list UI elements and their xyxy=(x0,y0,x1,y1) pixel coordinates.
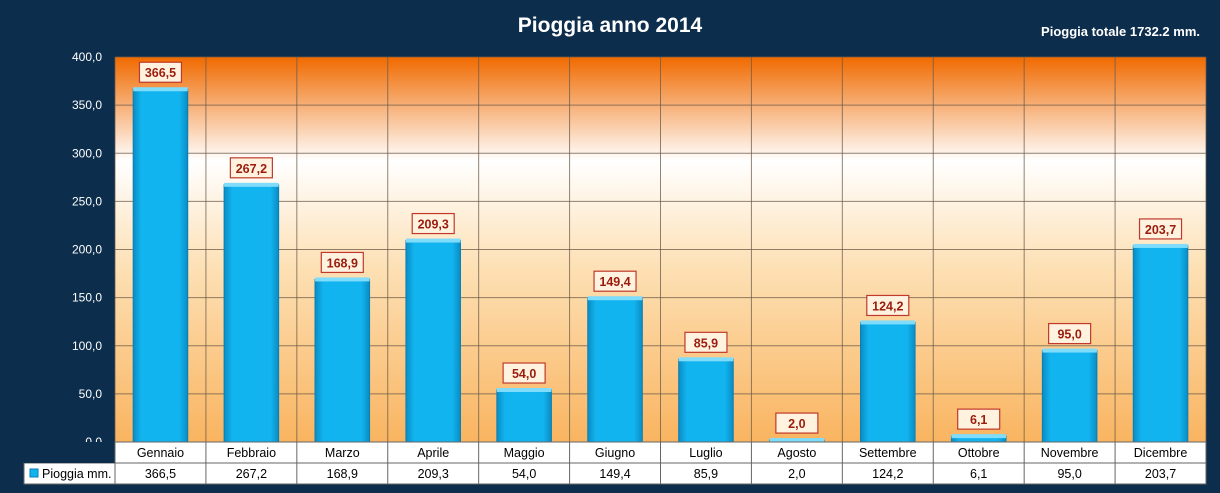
category-label: Agosto xyxy=(777,446,816,460)
table-value: 95,0 xyxy=(1057,467,1081,481)
table-value: 2,0 xyxy=(788,467,805,481)
chart-subtitle: Pioggia totale 1732.2 mm. xyxy=(1041,24,1200,39)
y-tick-label: 350,0 xyxy=(72,98,102,112)
data-label-box xyxy=(411,212,455,235)
category-label: Gennaio xyxy=(137,446,184,460)
bar-top-highlight xyxy=(315,277,370,282)
table-value: 366,5 xyxy=(145,467,176,481)
bar-top-highlight xyxy=(769,438,825,443)
category-label: Giugno xyxy=(595,446,635,460)
table-corner xyxy=(24,442,115,463)
table-value: 124,2 xyxy=(872,467,903,481)
data-label-box xyxy=(957,408,1001,430)
bar-top-highlight xyxy=(587,296,643,301)
bar-gennaio xyxy=(132,88,189,443)
data-label: 168,9 xyxy=(327,256,358,270)
legend-label: Pioggia mm. xyxy=(42,467,111,481)
bar-maggio xyxy=(496,389,552,443)
y-tick-label: 150,0 xyxy=(72,291,102,305)
data-label: 124,2 xyxy=(872,299,903,313)
data-label: 85,9 xyxy=(694,336,718,350)
bar-top-highlight xyxy=(496,388,552,393)
category-label: Febbraio xyxy=(227,446,276,460)
y-tick-label: 250,0 xyxy=(72,194,102,208)
data-label: 149,4 xyxy=(599,275,630,289)
table-value: 85,9 xyxy=(694,467,718,481)
bar-top-highlight xyxy=(951,434,1006,439)
category-label: Aprile xyxy=(417,446,449,460)
data-label-box xyxy=(1048,322,1092,345)
category-label: Novembre xyxy=(1041,446,1099,460)
bar-top-highlight xyxy=(133,87,188,92)
data-label-box xyxy=(138,61,183,83)
bar-top-highlight xyxy=(860,320,916,325)
bar-settembre xyxy=(860,321,916,443)
data-label: 209,3 xyxy=(418,218,449,232)
y-tick-label: 200,0 xyxy=(72,243,102,257)
table-value: 6,1 xyxy=(970,467,987,481)
table-value: 54,0 xyxy=(512,467,536,481)
bar-luglio xyxy=(678,358,734,443)
table-value: 267,2 xyxy=(236,467,267,481)
bar-novembre xyxy=(1041,350,1098,443)
bar-giugno xyxy=(587,297,643,443)
category-label: Marzo xyxy=(325,446,360,460)
data-label: 95,0 xyxy=(1057,328,1081,342)
data-label-box xyxy=(1138,218,1183,240)
category-label: Maggio xyxy=(504,446,545,460)
data-label: 203,7 xyxy=(1145,223,1176,237)
legend-swatch xyxy=(29,468,39,478)
bar-dicembre xyxy=(1132,245,1189,443)
data-label-box xyxy=(502,362,546,384)
y-tick-label: 100,0 xyxy=(72,339,102,353)
category-label: Luglio xyxy=(689,446,722,460)
bar-marzo xyxy=(314,278,371,443)
bar-top-highlight xyxy=(1042,348,1097,353)
y-tick-label: 400,0 xyxy=(72,50,102,64)
category-label: Dicembre xyxy=(1134,446,1188,460)
table-value: 168,9 xyxy=(327,467,358,481)
table-value: 203,7 xyxy=(1145,467,1176,481)
y-tick-label: 50,0 xyxy=(79,387,103,401)
data-label: 267,2 xyxy=(236,162,267,176)
data-label-box xyxy=(229,157,273,179)
data-label-box xyxy=(775,412,819,434)
data-label: 6,1 xyxy=(970,413,987,427)
data-label-box xyxy=(866,294,910,317)
data-label: 2,0 xyxy=(788,417,805,431)
data-label-box xyxy=(320,251,364,274)
y-tick-label: 300,0 xyxy=(72,146,102,160)
bar-top-highlight xyxy=(405,238,461,243)
bar-aprile xyxy=(405,240,461,443)
table-value: 209,3 xyxy=(418,467,449,481)
category-label: Ottobre xyxy=(958,446,1000,460)
chart-title: Pioggia anno 2014 xyxy=(518,14,703,37)
bar-top-highlight xyxy=(1133,243,1188,248)
bar-febbraio xyxy=(223,184,280,443)
bar-top-highlight xyxy=(224,182,279,187)
data-label-box xyxy=(684,331,728,353)
table-value: 149,4 xyxy=(599,467,630,481)
bar-top-highlight xyxy=(678,357,734,362)
data-label: 366,5 xyxy=(145,66,176,80)
data-label-box xyxy=(593,270,637,292)
category-label: Settembre xyxy=(859,446,917,460)
data-label: 54,0 xyxy=(512,367,536,381)
